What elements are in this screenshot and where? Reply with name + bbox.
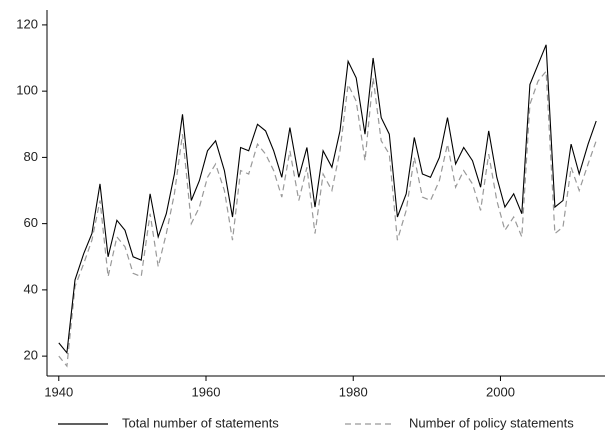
x-tick-label: 1940 — [44, 384, 73, 399]
y-tick-label: 80 — [24, 149, 38, 164]
series-line — [58, 44, 597, 355]
y-tick-label: 120 — [16, 16, 38, 31]
series-line — [58, 69, 597, 368]
x-tick-label: 1980 — [339, 384, 368, 399]
x-tick-label: 2000 — [486, 384, 515, 399]
y-tick-label: 100 — [16, 83, 38, 98]
x-tick-label: 1960 — [192, 384, 221, 399]
y-tick-label: 40 — [24, 281, 38, 296]
y-tick-label: 20 — [24, 348, 38, 363]
legend-label: Number of policy statements — [409, 415, 574, 430]
y-tick-label: 60 — [24, 215, 38, 230]
legend-label: Total number of statements — [122, 415, 279, 430]
